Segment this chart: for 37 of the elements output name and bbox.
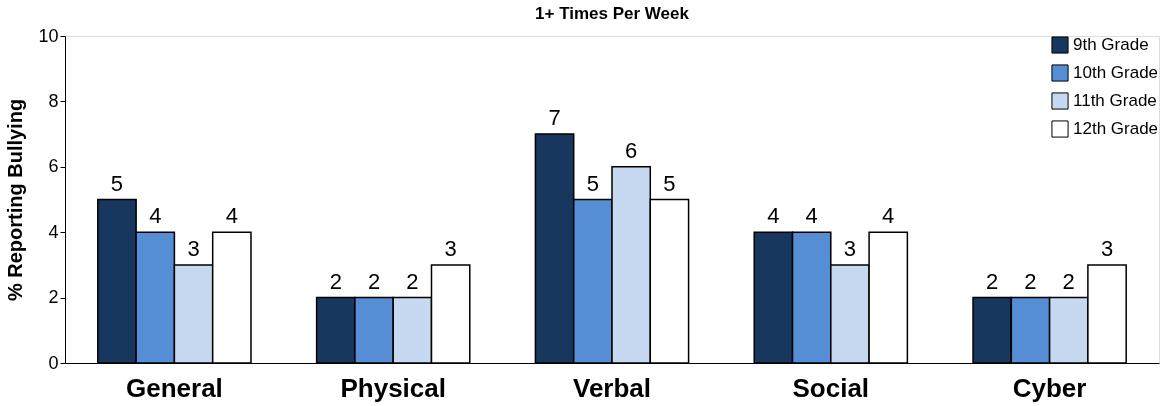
data-label: 4 — [767, 203, 780, 229]
data-label: 3 — [187, 235, 200, 261]
data-label: 4 — [225, 203, 238, 229]
data-label: 2 — [406, 268, 419, 294]
data-label: 2 — [367, 268, 381, 294]
x-tick-label: Cyber — [1012, 372, 1087, 403]
y-tick-label: 8 — [48, 90, 59, 111]
y-tick-label: 10 — [38, 25, 59, 46]
data-label: 6 — [625, 137, 638, 163]
y-tick-label: 4 — [48, 221, 59, 242]
x-tick-label: Social — [792, 372, 870, 403]
y-axis-title: % Reporting Bullying — [4, 98, 27, 302]
legend-label: 11th Grade — [1073, 91, 1157, 110]
x-tick-label: Physical — [340, 372, 446, 403]
data-label: 3 — [1100, 235, 1114, 261]
x-tick-label: General — [125, 372, 223, 403]
y-tick-label: 6 — [48, 156, 59, 177]
data-label: 4 — [805, 203, 818, 229]
x-tick-label: Verbal — [572, 372, 652, 403]
data-label: 3 — [843, 235, 857, 261]
y-tick-label: 0 — [48, 352, 59, 373]
legend-label: 9th Grade — [1073, 35, 1149, 54]
y-tick-label: 2 — [48, 287, 59, 308]
data-label: 7 — [548, 105, 561, 131]
data-label: 4 — [149, 203, 162, 229]
data-label: 2 — [329, 268, 342, 294]
data-label: 3 — [444, 235, 457, 261]
data-label: 5 — [586, 170, 599, 196]
legend-label: 10th Grade — [1073, 63, 1159, 82]
data-label: 2 — [986, 268, 999, 294]
chart-title: 1+ Times Per Week — [535, 4, 690, 23]
data-label: 4 — [882, 203, 895, 229]
data-label: 5 — [663, 170, 676, 196]
data-label: 2 — [1024, 268, 1037, 294]
data-label: 5 — [110, 170, 124, 196]
data-label: 2 — [1062, 268, 1075, 294]
legend-label: 12th Grade — [1073, 119, 1159, 138]
